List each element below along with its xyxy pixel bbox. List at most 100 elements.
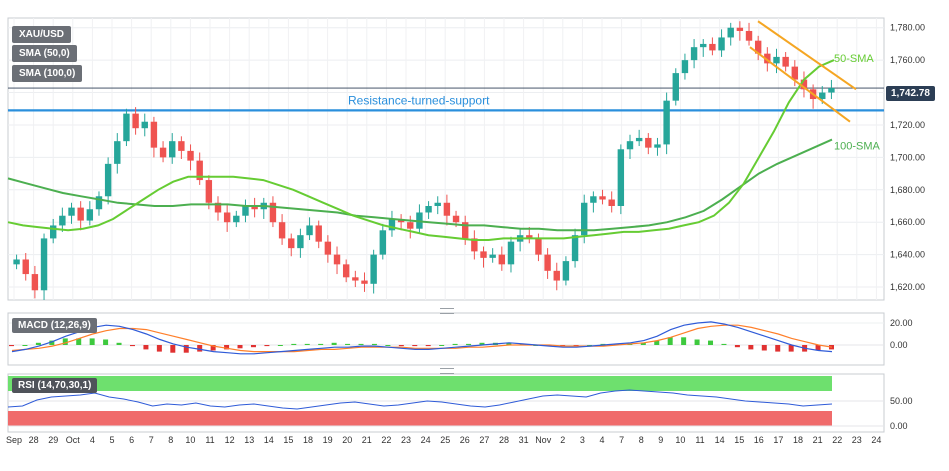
candle-body <box>132 113 139 129</box>
macd-signal-line <box>11 324 833 353</box>
macd-histogram-bar <box>22 345 28 346</box>
candle-body <box>361 280 368 284</box>
rsi-label[interactable]: RSI (14,70,30,1) <box>12 378 98 393</box>
macd-histogram-bar <box>237 345 243 349</box>
macd-histogram-bar <box>398 345 404 347</box>
candle-body <box>370 254 377 284</box>
rsi-tick-label: 50.00 <box>890 396 913 406</box>
price-tick-label: 1,760.00 <box>890 55 925 65</box>
candle-body <box>425 206 432 213</box>
price-tick-label: 1,660.00 <box>890 217 925 227</box>
x-tick-label: 26 <box>460 435 470 445</box>
pane-resize-handle-rsi[interactable] <box>440 368 454 374</box>
price-pane <box>7 17 885 301</box>
x-tick-label: Oct <box>66 435 81 445</box>
macd-histogram-bar <box>62 338 68 345</box>
macd-pane <box>7 312 885 366</box>
candle-body <box>407 222 414 229</box>
x-tick-label: 24 <box>421 435 431 445</box>
candle-body <box>700 43 707 48</box>
macd-histogram-bar <box>264 345 270 347</box>
candle-body <box>617 149 625 206</box>
x-tick-label: 16 <box>754 435 764 445</box>
macd-histogram-bar <box>103 339 109 345</box>
x-tick-label: 27 <box>479 435 489 445</box>
x-tick-label: 22 <box>381 435 391 445</box>
candle-body <box>736 27 744 31</box>
candle-body <box>40 238 48 291</box>
candle-body <box>526 235 533 239</box>
channel-lower-line <box>749 46 851 123</box>
x-tick-label: 31 <box>519 435 529 445</box>
macd-histogram-bar <box>89 338 95 345</box>
macd-histogram-bar <box>197 345 203 352</box>
legend-sma100[interactable]: SMA (100,0) <box>12 65 83 82</box>
candle-body <box>278 222 286 239</box>
candle-body <box>791 66 799 80</box>
x-tick-label: 10 <box>675 435 685 445</box>
candle-body <box>233 215 240 223</box>
macd-histogram-bar <box>76 338 82 345</box>
rsi-line <box>7 389 833 410</box>
x-tick-label: 8 <box>639 435 644 445</box>
macd-histogram-bar <box>452 343 458 345</box>
pane-resize-handle-macd[interactable] <box>440 308 454 314</box>
candle-body <box>269 202 277 223</box>
legend-symbol[interactable]: XAU/USD <box>12 26 72 43</box>
candle-body <box>452 215 460 223</box>
x-tick-label: 8 <box>168 435 173 445</box>
legend-sma50[interactable]: SMA (50,0) <box>12 45 77 62</box>
candle-body <box>159 147 167 158</box>
candle-body <box>553 270 560 281</box>
candle-body <box>599 196 606 200</box>
macd-histogram-bar <box>210 345 216 351</box>
candle-body <box>718 37 725 51</box>
x-tick-label: 23 <box>401 435 411 445</box>
x-tick-label: 5 <box>109 435 114 445</box>
candle-body <box>13 259 20 265</box>
candle-body <box>114 141 121 164</box>
x-tick-label: 15 <box>283 435 293 445</box>
macd-histogram-bar <box>291 343 297 345</box>
price-tick-label: 1,780.00 <box>890 23 925 33</box>
candle-body <box>178 141 185 151</box>
candle-body <box>187 150 194 161</box>
candle-body <box>49 225 57 239</box>
candle-body <box>77 207 84 221</box>
candle-body <box>690 47 698 61</box>
macd-label[interactable]: MACD (12,26,9) <box>12 318 97 333</box>
rsi-tick-label: 0.00 <box>890 421 908 431</box>
candle-body <box>59 215 66 226</box>
x-tick-label: 18 <box>303 435 313 445</box>
macd-histogram-bar <box>116 342 122 345</box>
candle-body <box>663 100 670 145</box>
macd-histogram-bar <box>479 342 485 345</box>
candle-body <box>196 160 203 181</box>
x-tick-label: 24 <box>871 435 881 445</box>
sma100-line <box>7 138 833 232</box>
candle-body <box>461 222 469 239</box>
macd-histogram-bar <box>183 345 189 353</box>
macd-histogram-bar <box>734 345 740 348</box>
price-tick-label: 1,640.00 <box>890 250 925 260</box>
candle-body <box>104 163 112 197</box>
rsi-oversold-zone <box>8 411 832 426</box>
x-tick-label: 9 <box>658 435 663 445</box>
candle-body <box>379 230 387 255</box>
macd-histogram-bar <box>49 340 55 345</box>
candle-body <box>489 254 496 258</box>
x-tick-label: 11 <box>205 435 214 445</box>
candle-body <box>626 141 634 150</box>
x-tick-label: 2 <box>560 435 565 445</box>
x-tick-label: Sep <box>6 435 22 445</box>
candle-body <box>333 254 341 265</box>
rsi-overbought-zone <box>8 376 832 391</box>
x-tick-label: 19 <box>323 435 333 445</box>
candle-body <box>214 202 222 213</box>
macd-histogram-bar <box>708 340 714 345</box>
macd-histogram-bar <box>761 345 767 351</box>
macd-histogram-bar <box>9 345 14 347</box>
macd-histogram-bar <box>250 345 256 348</box>
x-tick-label: 28 <box>29 435 39 445</box>
candle-body <box>205 180 213 203</box>
